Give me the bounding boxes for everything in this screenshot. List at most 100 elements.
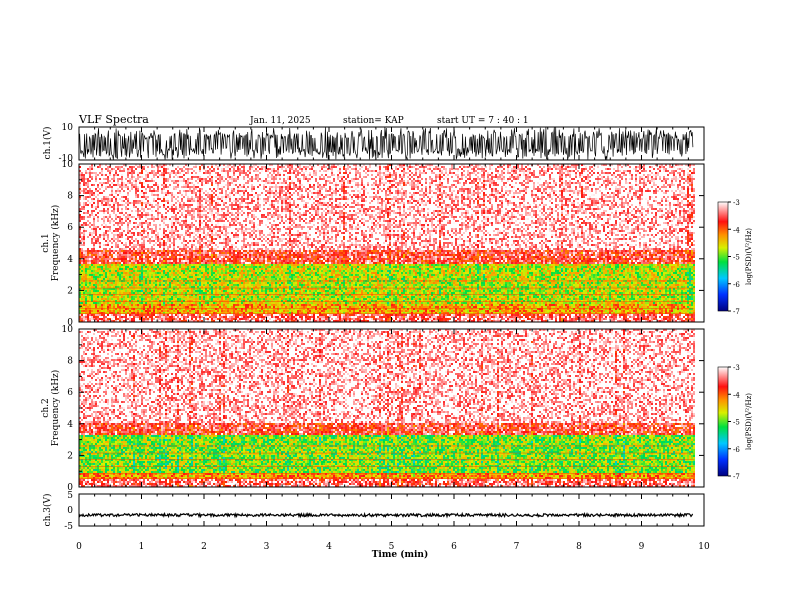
spectrogram-cell [91, 292, 93, 294]
spectrogram-cell [81, 228, 83, 230]
spectrogram-cell [87, 234, 89, 236]
spectrogram-cell [87, 292, 89, 294]
spectrogram-cell [93, 210, 95, 212]
spectrogram-cell [95, 178, 97, 180]
spectrogram-cell [99, 186, 101, 188]
spectrogram-cell [91, 306, 93, 308]
spectrogram-cell [91, 194, 93, 196]
spectrogram-cell [91, 212, 93, 214]
spectrogram-cell [91, 278, 93, 280]
spectrogram-cell [87, 286, 89, 288]
spectrogram-cell [85, 198, 87, 200]
ch1-waveform-ylabel: ch.1(V) [42, 127, 53, 160]
spectrogram-cell [93, 188, 95, 190]
spectrogram-cell [89, 222, 91, 224]
spectrogram-cell [97, 166, 99, 168]
spectrogram-cell [89, 202, 91, 204]
spectrogram-cell [95, 268, 97, 270]
spectrogram-cell [97, 172, 99, 174]
spectrogram-cell [87, 232, 89, 234]
spectrogram-cell [81, 168, 83, 170]
spectrogram-cell [83, 176, 85, 178]
spectrogram-cell [97, 290, 99, 292]
spectrogram-cell [81, 166, 83, 168]
spectrogram-cell [81, 298, 83, 300]
spectrogram-cell [91, 274, 93, 276]
spectrogram-cell [89, 260, 91, 262]
spectrogram-cell [93, 224, 95, 226]
spectrogram-cell [91, 314, 93, 316]
spectrogram-cell [93, 258, 95, 260]
spectrogram-cell [87, 312, 89, 314]
spectrogram-cell [97, 250, 99, 252]
spectrogram-cell [87, 260, 89, 262]
spectrogram-cell [91, 276, 93, 278]
spectrogram-cell [93, 278, 95, 280]
spectrogram-cell [81, 316, 83, 318]
spectrogram-cell [87, 194, 89, 196]
spectrogram-cell [81, 174, 83, 176]
spectrogram-cell [97, 204, 99, 206]
spectrogram-cell [97, 254, 99, 256]
spectrogram-cell [97, 234, 99, 236]
spectrogram-cell [97, 262, 99, 264]
spectrogram-cell [97, 216, 99, 218]
spectrogram-cell [97, 222, 99, 224]
spectrogram-cell [95, 266, 97, 268]
spectrogram-cell [87, 268, 89, 270]
spectrogram-cell [91, 266, 93, 268]
spectrogram-cell [95, 230, 97, 232]
spectrogram-cell [85, 302, 87, 304]
spectrogram-cell [85, 190, 87, 192]
spectrogram-cell [81, 216, 83, 218]
spectrogram-cell [85, 276, 87, 278]
spectrogram-cell [85, 254, 87, 256]
spectrogram-cell [89, 282, 91, 284]
spectrogram-cell [83, 192, 85, 194]
spectrogram-cell [89, 232, 91, 234]
spectrogram-cell [83, 170, 85, 172]
spectrogram-cell [93, 216, 95, 218]
spectrogram-cell [85, 314, 87, 316]
spectrogram-cell [81, 190, 83, 192]
spectrogram-cell [89, 198, 91, 200]
figure-title: VLF Spectra [78, 113, 149, 126]
spectrogram-cell [87, 252, 89, 254]
spectrogram-cell [97, 182, 99, 184]
spectrogram-cell [95, 182, 97, 184]
spectrogram-cell [87, 246, 89, 248]
spectrogram-cell [87, 186, 89, 188]
spectrogram-cell [85, 202, 87, 204]
spectrogram-cell [81, 302, 83, 304]
spectrogram-cell [99, 184, 101, 186]
spectrogram-cell [91, 258, 93, 260]
spectrogram-cell [93, 194, 95, 196]
spectrogram-cell [83, 312, 85, 314]
spectrogram-cell [87, 214, 89, 216]
spectrogram-cell [83, 230, 85, 232]
spectrogram-cell [93, 286, 95, 288]
spectrogram-cell [87, 196, 89, 198]
spectrogram-cell [81, 244, 83, 246]
spectrogram-cell [83, 296, 85, 298]
spectrogram-cell [95, 216, 97, 218]
spectrogram-cell [95, 264, 97, 266]
spectrogram-cell [91, 282, 93, 284]
spectrogram-cell [91, 172, 93, 174]
spectrogram-cell [83, 182, 85, 184]
spectrogram-cell [87, 274, 89, 276]
spectrogram-cell [87, 278, 89, 280]
spectrogram-cell [95, 184, 97, 186]
spectrogram-cell [83, 278, 85, 280]
spectrogram-cell [81, 256, 83, 258]
spectrogram-cell [93, 168, 95, 170]
spectrogram-cell [85, 286, 87, 288]
spectrogram-cell [91, 214, 93, 216]
spectrogram-cell [81, 170, 83, 172]
spectrogram-cell [91, 232, 93, 234]
spectrogram-cell [85, 252, 87, 254]
spectrogram-cell [91, 298, 93, 300]
spectrogram-cell [91, 284, 93, 286]
spectrogram-cell [93, 198, 95, 200]
spectrogram-cell [89, 314, 91, 316]
